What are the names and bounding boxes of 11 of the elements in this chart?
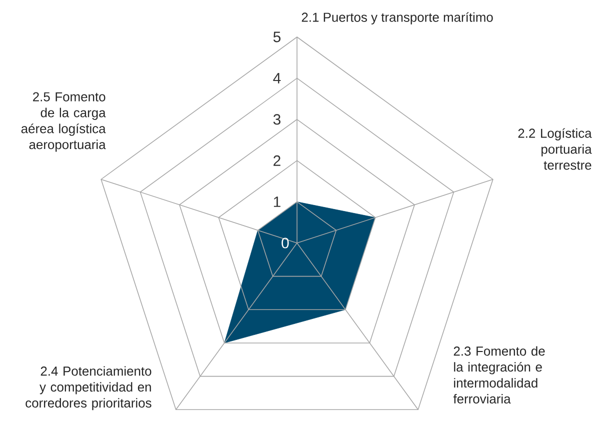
- spoke-label: 2.5 Fomento de la carga aérea logística aeroportuaria: [21, 92, 106, 152]
- y-tick-label: 1: [274, 196, 280, 207]
- spoke-label: 2.4 Potenciamiento y competitividad en corredores prioritarios: [26, 366, 152, 410]
- y-tick-label: 3: [273, 114, 280, 125]
- spoke-label: 2.3 Fomento de la integración e intermodalidad ferroviaria: [453, 346, 545, 404]
- spoke-label: 2.1 Puertos y transporte marítimo: [302, 12, 493, 24]
- y-tick-label: 2: [274, 155, 280, 166]
- spoke-label: 2.2 Logística portuaria terrestre: [518, 128, 592, 170]
- y-tick-label: 4: [273, 73, 281, 84]
- y-tick-label: 0: [282, 238, 289, 248]
- y-tick-label: 5: [273, 32, 280, 42]
